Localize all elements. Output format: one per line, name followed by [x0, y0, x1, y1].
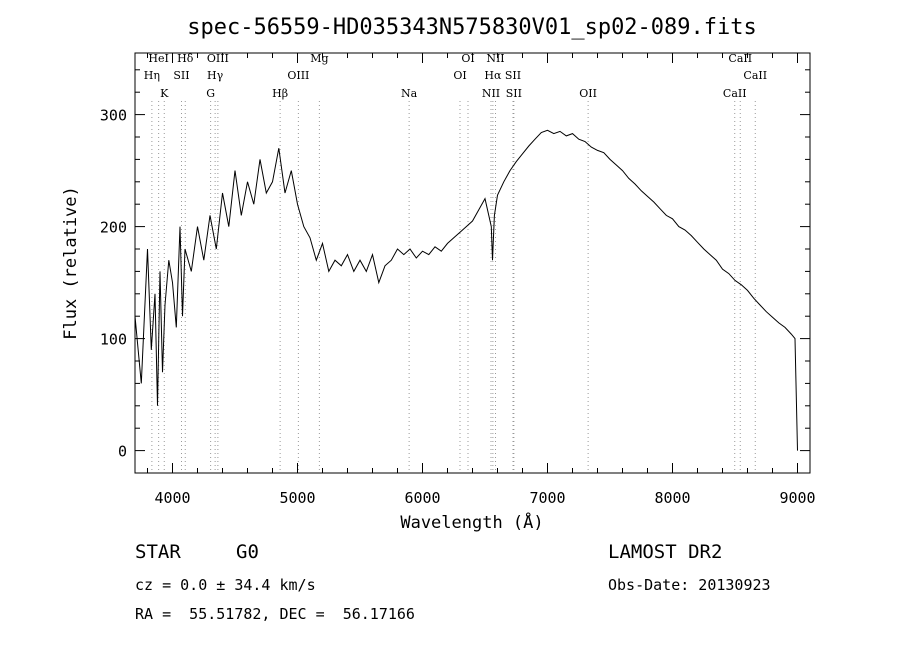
- x-tick-label-1: 5000: [279, 489, 315, 507]
- marker-label-2: K: [160, 87, 169, 100]
- object-class: STAR: [135, 541, 181, 563]
- chart-title: spec-56559-HD035343N575830V01_sp02-089.f…: [187, 15, 757, 40]
- marker-label-15: Hα: [484, 69, 502, 82]
- x-tick-label-5: 9000: [779, 489, 815, 507]
- marker-label-1: Hη: [144, 69, 160, 82]
- marker-label-14: NII: [486, 52, 504, 65]
- redshift-text: cz = 0.0 ± 34.4 km/s: [135, 576, 316, 594]
- x-axis-label: Wavelength (Å): [400, 511, 543, 533]
- marker-label-0: HeI: [148, 52, 168, 65]
- marker-label-6: Hγ: [207, 69, 224, 82]
- x-tick-label-2: 6000: [404, 489, 440, 507]
- coordinates-text: RA = 55.51782, DEC = 56.17166: [135, 605, 415, 623]
- x-tick-label-4: 8000: [654, 489, 690, 507]
- marker-label-3: Hδ: [177, 52, 194, 65]
- marker-label-5: OIII: [207, 52, 229, 65]
- y-tick-label-2: 200: [100, 219, 127, 237]
- marker-label-22: CaII: [723, 87, 747, 100]
- marker-label-21: CaII: [743, 69, 767, 82]
- object-subclass: G0: [236, 541, 259, 563]
- y-axis-label: Flux (relative): [61, 186, 81, 340]
- marker-label-16: SII: [505, 69, 521, 82]
- marker-label-12: OI: [461, 52, 474, 65]
- y-tick-label-1: 100: [100, 331, 127, 349]
- x-tick-label-3: 7000: [529, 489, 565, 507]
- y-tick-label-3: 300: [100, 107, 127, 125]
- spectrum-line: [134, 129, 798, 451]
- x-tick-label-0: 4000: [154, 489, 190, 507]
- obs-date-text: Obs-Date: 20130923: [608, 576, 771, 594]
- marker-label-11: Na: [401, 87, 418, 100]
- marker-label-10: Hβ: [272, 87, 288, 100]
- marker-label-18: SII: [506, 87, 522, 100]
- marker-label-8: Mg: [310, 52, 328, 65]
- x-axis: 4000 5000 6000 7000 8000 9000: [147, 53, 816, 507]
- y-axis: 0 100 200 300: [100, 69, 810, 474]
- plot-frame: [134, 52, 811, 474]
- marker-label-19: OII: [579, 87, 597, 100]
- marker-label-17: NII: [482, 87, 500, 100]
- line-markers: [151, 101, 756, 473]
- marker-label-13: OI: [453, 69, 466, 82]
- y-tick-label-0: 0: [118, 443, 127, 461]
- marker-label-4: SII: [173, 69, 189, 82]
- survey-name: LAMOST DR2: [608, 541, 723, 563]
- marker-label-9: OIII: [287, 69, 309, 82]
- marker-label-7: G: [206, 87, 215, 100]
- marker-label-20: CaII: [728, 52, 752, 65]
